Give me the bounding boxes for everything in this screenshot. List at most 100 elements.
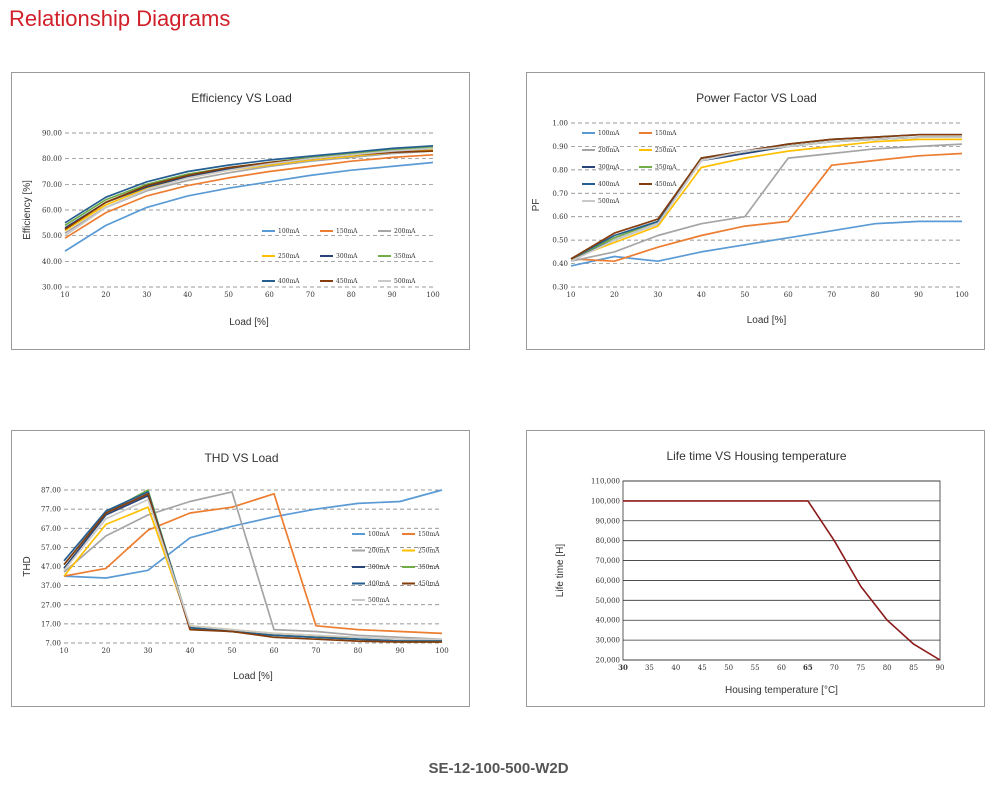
legend-label: 100mA — [368, 531, 390, 538]
series-line-150mA — [570, 152, 963, 263]
legend-label: 400mA — [278, 278, 300, 285]
series-line-450mA — [570, 133, 962, 260]
y-tick-label: 7.00 — [45, 640, 61, 648]
series-line-lifetime — [623, 500, 941, 661]
y-tick-label: 47.00 — [41, 563, 61, 571]
x-tick-label: 70 — [830, 664, 839, 672]
series-line-100mA — [63, 489, 443, 579]
series-line-450mA — [63, 492, 442, 643]
plot-frame — [622, 480, 941, 661]
efficiency-chart-panel: Efficiency VS Load 30.00 40.00 50.00 60.00 70… — [11, 72, 470, 350]
x-tick-label: 60 — [777, 664, 786, 672]
y-tick-label: 0.90 — [552, 143, 568, 151]
legend-label: 350mA — [418, 564, 440, 571]
x-tick-label: 80 — [871, 291, 880, 299]
legend-label: 250mA — [278, 253, 300, 260]
x-tick-label: 10 — [60, 647, 69, 655]
page-title: Relationship Diagrams — [9, 6, 231, 31]
legend-label: 350mA — [655, 164, 677, 171]
y-tick-label: 110,000 — [591, 478, 620, 486]
x-tick-label: 55 — [751, 664, 760, 672]
y-tick-label: 60,000 — [596, 577, 621, 585]
y-tick-label: 70,000 — [596, 557, 621, 565]
x-tick-label: 80 — [883, 664, 892, 672]
x-tick-label: 45 — [698, 664, 707, 672]
series-line-200mA — [570, 143, 963, 263]
y-axis-label: PF — [531, 199, 542, 212]
y-tick-label: 90,000 — [596, 517, 621, 525]
x-tick-label: 40 — [186, 647, 195, 655]
x-tick-label: 60 — [784, 291, 793, 299]
series-line-250mA — [63, 506, 442, 642]
series-line-200mA — [63, 491, 443, 641]
x-axis-label: Load [%] — [747, 315, 787, 326]
y-tick-label: 27.00 — [41, 601, 61, 609]
y-tick-label: 67.00 — [41, 525, 61, 533]
legend-label: 250mA — [655, 147, 677, 154]
legend-label: 150mA — [655, 130, 677, 137]
series-line-150mA — [63, 492, 443, 635]
x-tick-label: 65 — [803, 663, 813, 672]
x-tick-label: 30 — [653, 291, 662, 299]
thd-chart: THD VS Load 7.00 17.00 27.00 37.00 47.00 57.00… — [22, 451, 449, 682]
y-tick-label: 50,000 — [596, 597, 621, 605]
y-tick-label: 17.00 — [41, 620, 61, 628]
y-axis-label: Efficiency [%] — [22, 180, 33, 240]
chart-title: Efficiency VS Load — [191, 91, 292, 105]
x-axis-label: Load [%] — [233, 671, 273, 682]
x-axis-label: Housing temperature [°C] — [725, 685, 838, 696]
x-tick-label: 85 — [909, 664, 918, 672]
y-tick-label: 0.40 — [552, 260, 568, 268]
y-tick-label: 87.00 — [41, 487, 61, 495]
legend-label: 450mA — [336, 278, 358, 285]
x-tick-label: 30 — [618, 663, 628, 672]
legend-label: 500mA — [368, 597, 390, 604]
legend-label: 100mA — [598, 130, 620, 137]
y-tick-label: 80.00 — [42, 155, 62, 163]
legend-label: 450mA — [655, 181, 677, 188]
y-axis-label: THD — [22, 556, 33, 577]
legend-label: 200mA — [598, 147, 620, 154]
legend-label: 150mA — [336, 228, 358, 235]
x-tick-label: 40 — [697, 291, 706, 299]
x-tick-label: 50 — [740, 291, 749, 299]
y-tick-label: 90.00 — [42, 130, 62, 138]
x-tick-label: 70 — [312, 647, 321, 655]
x-tick-label: 20 — [102, 647, 111, 655]
y-tick-label: 1.00 — [552, 120, 568, 128]
y-tick-label: 0.60 — [552, 213, 568, 221]
series-line-250mA — [570, 138, 962, 260]
y-tick-label: 0.50 — [552, 237, 568, 245]
legend-label: 300mA — [336, 253, 358, 260]
x-tick-label: 60 — [270, 647, 279, 655]
y-tick-label: 0.30 — [552, 284, 568, 292]
chart-title: THD VS Load — [204, 451, 278, 465]
x-tick-label: 80 — [354, 647, 363, 655]
x-tick-label: 90 — [396, 647, 405, 655]
x-tick-label: 80 — [347, 291, 356, 299]
legend-label: 150mA — [418, 531, 440, 538]
x-tick-label: 60 — [265, 291, 274, 299]
y-tick-label: 30.00 — [42, 284, 62, 292]
y-tick-label: 37.00 — [41, 582, 61, 590]
legend-label: 450mA — [418, 581, 440, 588]
y-tick-label: 60.00 — [42, 207, 62, 215]
x-tick-label: 40 — [183, 291, 192, 299]
x-tick-label: 10 — [567, 291, 576, 299]
legend-label: 250mA — [418, 548, 440, 555]
x-tick-label: 50 — [228, 647, 237, 655]
y-tick-label: 20,000 — [596, 657, 621, 665]
x-axis-label: Load [%] — [229, 317, 269, 328]
x-tick-label: 20 — [101, 291, 110, 299]
series-line-300mA — [64, 147, 434, 229]
legend-label: 350mA — [394, 253, 416, 260]
legend-label: 300mA — [598, 164, 620, 171]
y-tick-label: 100,000 — [591, 497, 620, 505]
series-line-100mA — [570, 220, 962, 267]
x-tick-label: 40 — [671, 664, 680, 672]
lifetime-chart: Life time VS Housing temperature20,00030… — [555, 449, 944, 696]
series-line-100mA — [64, 161, 434, 252]
legend-label: 200mA — [394, 228, 416, 235]
series-line-500mA — [570, 136, 962, 262]
x-tick-label: 30 — [144, 647, 153, 655]
